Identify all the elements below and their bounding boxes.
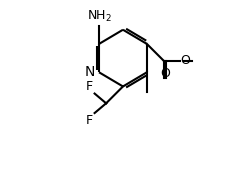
Text: F: F: [85, 114, 92, 127]
Text: F: F: [85, 80, 92, 93]
Text: NH$_2$: NH$_2$: [86, 8, 111, 24]
Text: I: I: [144, 80, 148, 94]
Text: O: O: [159, 67, 169, 80]
Text: N: N: [84, 65, 94, 79]
Text: O: O: [179, 54, 189, 67]
